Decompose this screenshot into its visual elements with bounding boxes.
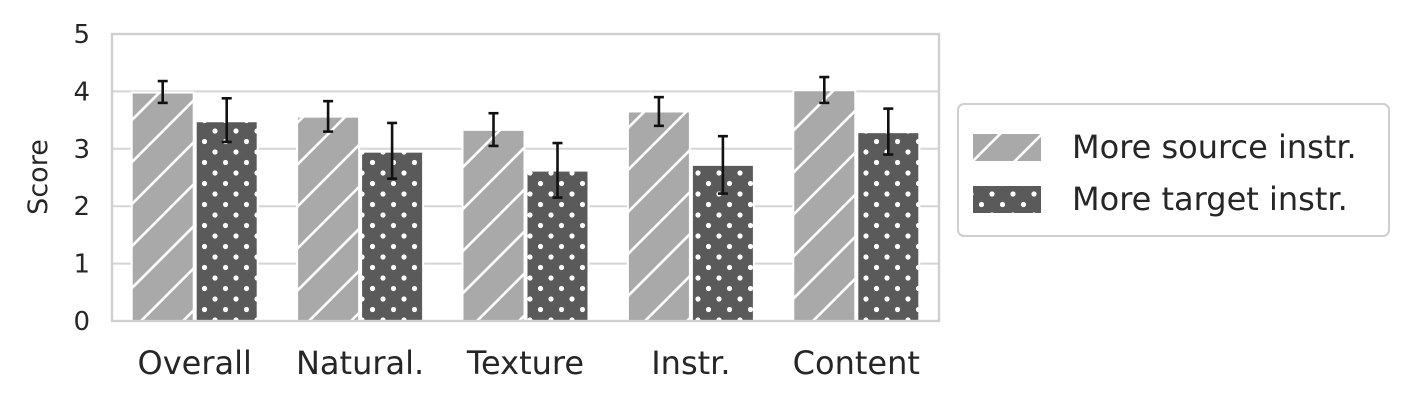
bar-source-2 <box>461 128 526 322</box>
y-tick-label: 5 <box>73 20 90 50</box>
bar-source-3 <box>626 110 691 322</box>
x-tick-label: Texture <box>466 344 584 382</box>
bar-source-1 <box>296 115 361 322</box>
plot-frame <box>110 32 941 323</box>
bar-source-4 <box>792 89 857 322</box>
y-tick-label: 4 <box>73 77 90 107</box>
y-tick-label: 3 <box>73 135 90 165</box>
x-tick-label: Overall <box>138 344 252 382</box>
tick-labels: 0 1 2 3 4 5 Overall Natural. Texture Instr. Conten… <box>73 20 919 382</box>
plot-border <box>110 32 941 323</box>
error-bar <box>157 79 168 105</box>
x-tick-label: Instr. <box>651 344 730 382</box>
y-tick-label: 2 <box>73 192 90 222</box>
error-bar <box>221 96 232 144</box>
bar-source-0 <box>130 91 195 322</box>
legend-label-source: More source instr. <box>1072 128 1357 166</box>
legend-label-target: More target instr. <box>1072 180 1348 218</box>
y-tick-label: 0 <box>73 307 90 337</box>
legend: More source instr. More target instr. <box>957 103 1390 237</box>
legend-swatch-target <box>973 186 1041 213</box>
bar-target-4 <box>856 131 921 322</box>
error-bar <box>883 107 894 156</box>
bar-layer <box>130 75 921 322</box>
error-bar <box>387 121 398 180</box>
x-tick-label: Content <box>793 344 920 382</box>
error-bar <box>323 99 334 133</box>
bar-target-0 <box>194 120 259 322</box>
legend-box <box>957 103 1390 237</box>
error-bar <box>819 75 830 105</box>
error-bar <box>717 134 728 195</box>
x-tick-label: Natural. <box>296 344 424 382</box>
y-tick-label: 1 <box>73 250 90 280</box>
error-bar <box>488 111 499 148</box>
error-bar <box>653 95 664 128</box>
legend-swatch-source <box>973 134 1041 161</box>
y-axis-label: Score <box>23 139 54 215</box>
error-bar <box>552 141 563 199</box>
